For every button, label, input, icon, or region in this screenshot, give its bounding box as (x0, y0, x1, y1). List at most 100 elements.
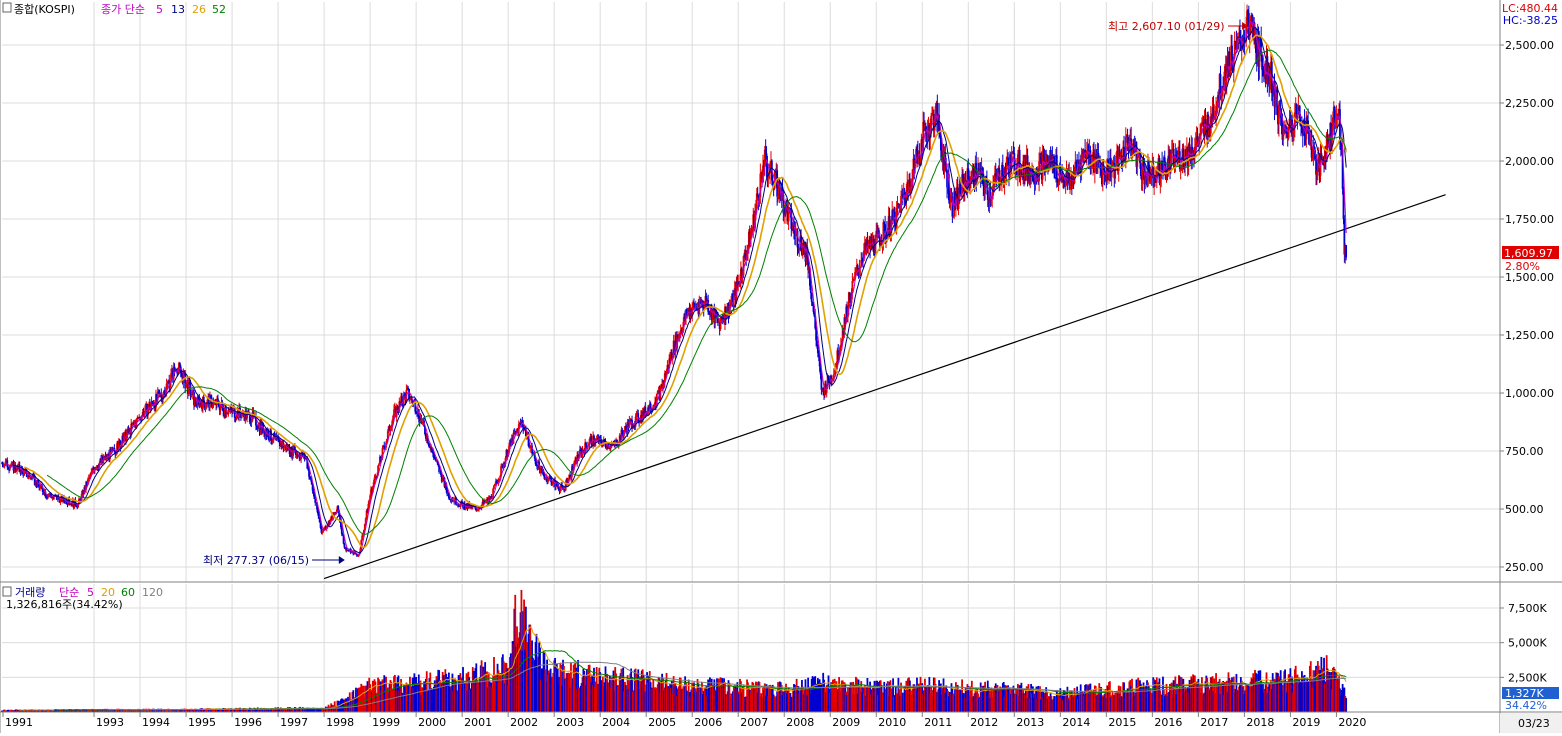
candle-body (1330, 123, 1333, 143)
candle-body (440, 470, 442, 475)
candle-body (769, 163, 771, 174)
candle-body (926, 131, 929, 141)
volume-bar (1131, 678, 1133, 712)
candle-body (1325, 134, 1328, 163)
candle-body (764, 149, 767, 154)
candle-body (1229, 68, 1232, 77)
candle-body (1074, 161, 1077, 174)
candle-body (426, 435, 429, 444)
trend-line[interactable] (323, 194, 1446, 580)
candle-body (572, 466, 575, 471)
candle-body (632, 427, 634, 429)
x-tick-label: 2011 (924, 716, 952, 729)
ma-label: 종가 단순 (101, 3, 145, 16)
candle-body (852, 279, 855, 281)
candle-body (235, 417, 238, 419)
candle-body (373, 477, 376, 483)
candle-body (781, 187, 784, 195)
candle-body (1307, 120, 1310, 134)
candle-body (364, 518, 367, 524)
x-tick-label: 1991 (5, 716, 33, 729)
candle-body (809, 285, 812, 294)
candle-body (463, 503, 466, 510)
candle-body (919, 157, 922, 159)
candle-body (169, 382, 172, 388)
candle-body (584, 442, 587, 454)
candle-body (1341, 149, 1344, 190)
candle-body (339, 516, 341, 523)
candle-body (822, 388, 825, 390)
candle-body (970, 170, 973, 182)
candle-body (763, 149, 766, 168)
price-tick-label: 2,000.00 (1505, 155, 1554, 168)
candle-body (1240, 45, 1243, 51)
candle-body (549, 478, 552, 480)
candle-body (1333, 107, 1336, 123)
x-tick-label: 2004 (602, 716, 630, 729)
candle-body (378, 456, 381, 465)
candle-body (492, 488, 495, 498)
candle-body (1103, 169, 1106, 175)
candle-body (217, 398, 219, 402)
candle-body (26, 476, 29, 478)
candle-body (951, 196, 954, 217)
last-volume-label: 1,327K (1505, 687, 1544, 700)
candle-body (59, 497, 62, 503)
volume-bar (1174, 676, 1177, 712)
candle-body (355, 553, 358, 556)
candle-body (89, 473, 92, 477)
candle-body (785, 201, 788, 208)
candle-body (742, 255, 745, 276)
candle-body (1163, 157, 1166, 163)
candle-body (1291, 119, 1294, 135)
candle-body (851, 280, 854, 293)
price-tick-label: 1,000.00 (1505, 387, 1554, 400)
candle-body (162, 395, 164, 400)
candle-body (888, 215, 891, 237)
panel-menu-icon[interactable] (2, 2, 12, 13)
candle-body (294, 450, 297, 456)
candle-body (691, 309, 694, 316)
ma-period-26: 26 (192, 3, 206, 16)
candle-body (1214, 116, 1217, 118)
candle-body (309, 478, 312, 480)
candle-body (278, 439, 281, 447)
candle-body (1139, 163, 1142, 177)
candle-body (762, 165, 764, 183)
candle-body (1123, 146, 1125, 160)
candle-body (408, 389, 410, 400)
low-arrowhead (338, 556, 345, 564)
candle-body (1233, 40, 1236, 58)
candle-body (517, 424, 520, 433)
candle-body (1012, 152, 1015, 154)
candle-body (427, 443, 430, 445)
candle-body (1068, 172, 1071, 186)
volume-bar (33, 709, 36, 712)
candle-body (508, 445, 510, 453)
candle-body (326, 525, 329, 528)
candle-body (123, 434, 126, 442)
candle-body (986, 187, 989, 200)
date-badge-bg (1500, 713, 1562, 733)
volume-menu-icon[interactable] (2, 586, 12, 597)
candle-body (1114, 170, 1117, 179)
candle-body (1102, 169, 1105, 171)
candle-body (588, 438, 591, 445)
candle-body (556, 485, 559, 487)
volume-bar (892, 678, 894, 712)
lc-label: LC:480.44 (1502, 2, 1558, 15)
candle-body (125, 434, 128, 442)
candle-body (1035, 177, 1038, 179)
candle-body (1141, 163, 1144, 180)
candle-body (777, 195, 779, 197)
x-tick-label: 1994 (142, 716, 170, 729)
candle-body (1041, 155, 1044, 180)
candle-body (1, 462, 3, 464)
candle-body (1340, 144, 1343, 150)
candle-body (585, 442, 587, 447)
candle-body (1126, 135, 1129, 144)
candle-body (947, 173, 950, 201)
candle-body (1142, 163, 1145, 169)
